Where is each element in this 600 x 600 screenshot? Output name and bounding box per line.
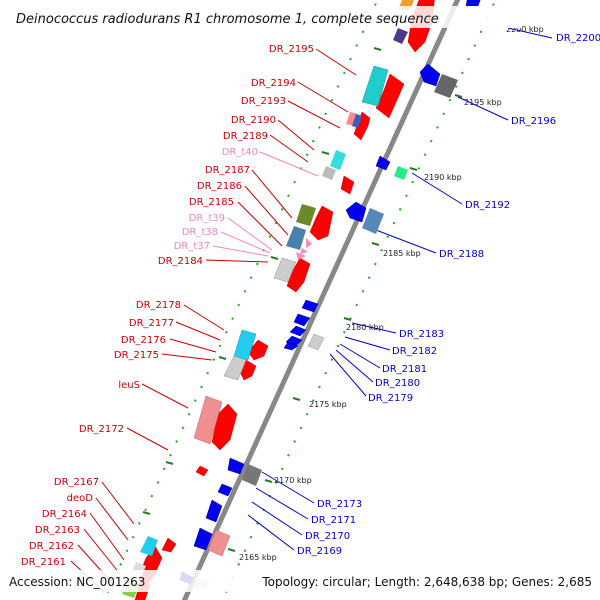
gene-box-grey bbox=[322, 166, 336, 180]
gene-arrow bbox=[301, 299, 319, 313]
gene-box-grey bbox=[242, 464, 262, 486]
gene-box-grey bbox=[434, 74, 458, 98]
gene-label[interactable]: DR_2183 bbox=[399, 329, 444, 340]
kbp-labels: 2200 kbp 2195 kbp 2190 kbp 2185 kbp 2180… bbox=[239, 25, 544, 562]
chromosome-backbone bbox=[181, 0, 461, 600]
gene-label[interactable]: DR_2181 bbox=[382, 364, 427, 375]
gene-label[interactable]: DR_2179 bbox=[368, 393, 413, 404]
gene-arrow bbox=[309, 205, 334, 241]
kbp-label: 2180 kbp bbox=[346, 323, 384, 332]
gene-label[interactable]: DR_2194 bbox=[251, 78, 296, 89]
gene-arrow bbox=[193, 527, 213, 551]
gene-arrow bbox=[289, 325, 307, 337]
gene-box-cyan bbox=[140, 536, 158, 556]
gene-label[interactable]: DR_2163 bbox=[35, 525, 80, 536]
gene-label[interactable]: leuS bbox=[118, 380, 140, 391]
gene-label[interactable]: DR_2182 bbox=[392, 346, 437, 357]
gene-label[interactable]: deoD bbox=[67, 493, 94, 504]
gene-arrow bbox=[353, 111, 371, 141]
gene-label[interactable]: DR_2172 bbox=[79, 424, 124, 435]
gene-arrow bbox=[375, 73, 405, 119]
gene-label[interactable]: DR_2195 bbox=[269, 44, 314, 55]
gene-arrow bbox=[217, 483, 233, 497]
accession-text: Accession: NC_001263 bbox=[9, 575, 145, 589]
gene-arrow bbox=[340, 175, 355, 195]
tick-marks bbox=[142, 47, 463, 552]
gene-label[interactable]: DR_2164 bbox=[42, 509, 87, 520]
gene-label[interactable]: DR_2169 bbox=[297, 546, 342, 557]
gene-box-salmon bbox=[207, 529, 231, 557]
topology-summary: Topology: circular; Length: 2,648,638 bp… bbox=[261, 575, 592, 589]
gene-arrow bbox=[161, 537, 177, 553]
right-gene-labels: DR_2200 DR_2196 DR_2192 DR_2188 DR_2183 … bbox=[297, 33, 600, 557]
trna-mark bbox=[300, 248, 308, 254]
gene-arrow bbox=[283, 341, 299, 351]
kbp-label: 2175 kbp bbox=[309, 400, 347, 409]
footer-backdrop bbox=[4, 570, 596, 592]
gene-box-salmon bbox=[193, 395, 223, 445]
trna-mark bbox=[296, 252, 306, 260]
right-leader-lines bbox=[247, 27, 553, 551]
gene-box-green bbox=[394, 166, 408, 180]
gene-label[interactable]: DR_2200 bbox=[556, 33, 600, 44]
trna-label[interactable]: DR_t39 bbox=[189, 213, 225, 224]
gene-box-grey bbox=[307, 333, 325, 351]
gene-label[interactable]: DR_2161 bbox=[21, 557, 66, 568]
gene-label[interactable]: DR_2167 bbox=[54, 477, 99, 488]
page-title: Deinococcus radiodurans R1 chromosome 1,… bbox=[16, 12, 439, 27]
trna-label[interactable]: DR_t40 bbox=[222, 147, 258, 158]
forward-strand-features bbox=[122, 0, 414, 598]
title-backdrop bbox=[10, 6, 522, 28]
gene-arrow bbox=[375, 155, 391, 171]
gene-box-grey bbox=[223, 355, 247, 381]
gene-label[interactable]: DR_2196 bbox=[511, 116, 556, 127]
gene-box-steelblue bbox=[286, 226, 306, 250]
gene-label[interactable]: DR_2188 bbox=[439, 249, 484, 260]
gene-label[interactable]: DR_2180 bbox=[375, 378, 420, 389]
gene-arrow bbox=[345, 201, 367, 223]
gene-arrow bbox=[293, 313, 311, 327]
kbp-label: 2190 kbp bbox=[424, 173, 462, 182]
gene-label[interactable]: DR_2187 bbox=[205, 165, 250, 176]
gene-arrow bbox=[195, 465, 209, 477]
gene-label[interactable]: DR_2162 bbox=[29, 541, 74, 552]
gene-box-cyan bbox=[233, 329, 257, 361]
kbp-label: 2185 kbp bbox=[383, 249, 421, 258]
gene-label[interactable]: DR_2192 bbox=[465, 200, 510, 211]
kbp-label: 2195 kbp bbox=[464, 98, 502, 107]
gene-label[interactable]: DR_2178 bbox=[136, 300, 181, 311]
trna-mark bbox=[306, 238, 312, 248]
trna-label[interactable]: DR_t37 bbox=[174, 241, 210, 252]
gene-box-purple bbox=[393, 28, 408, 44]
gene-label[interactable]: DR_2177 bbox=[129, 318, 174, 329]
gene-label[interactable]: DR_2190 bbox=[231, 115, 276, 126]
gene-box-steelblue bbox=[362, 208, 384, 234]
gene-label[interactable]: DR_2184 bbox=[158, 256, 203, 267]
gene-box-grey bbox=[273, 257, 297, 283]
gene-arrow bbox=[465, 0, 481, 7]
kbp-label: 2200 kbp bbox=[506, 25, 544, 34]
gene-label[interactable]: DR_2170 bbox=[305, 531, 350, 542]
kbp-label: 2165 kbp bbox=[239, 553, 277, 562]
left-gene-labels: DR_2195 DR_2194 DR_2193 DR_2190 DR_2189 … bbox=[21, 44, 314, 568]
gene-label[interactable]: DR_2176 bbox=[121, 335, 166, 346]
gene-arrow bbox=[205, 499, 223, 523]
gene-box-blue bbox=[352, 114, 362, 128]
trna-label[interactable]: DR_t38 bbox=[182, 227, 218, 238]
gene-label[interactable]: DR_2189 bbox=[223, 131, 268, 142]
gene-box-cyan bbox=[330, 150, 346, 170]
kbp-label: 2170 kbp bbox=[274, 476, 312, 485]
gene-box-olive bbox=[296, 204, 316, 226]
gene-arrow bbox=[419, 63, 441, 87]
gene-arrow bbox=[227, 457, 245, 475]
gene-label[interactable]: DR_2171 bbox=[311, 515, 356, 526]
gene-label[interactable]: DR_2186 bbox=[197, 181, 242, 192]
gene-box-cyan bbox=[361, 65, 389, 107]
gene-label[interactable]: DR_2175 bbox=[114, 350, 159, 361]
gene-label[interactable]: DR_2193 bbox=[241, 96, 286, 107]
gene-label[interactable]: DR_2173 bbox=[317, 499, 362, 510]
gene-label[interactable]: DR_2185 bbox=[189, 197, 234, 208]
